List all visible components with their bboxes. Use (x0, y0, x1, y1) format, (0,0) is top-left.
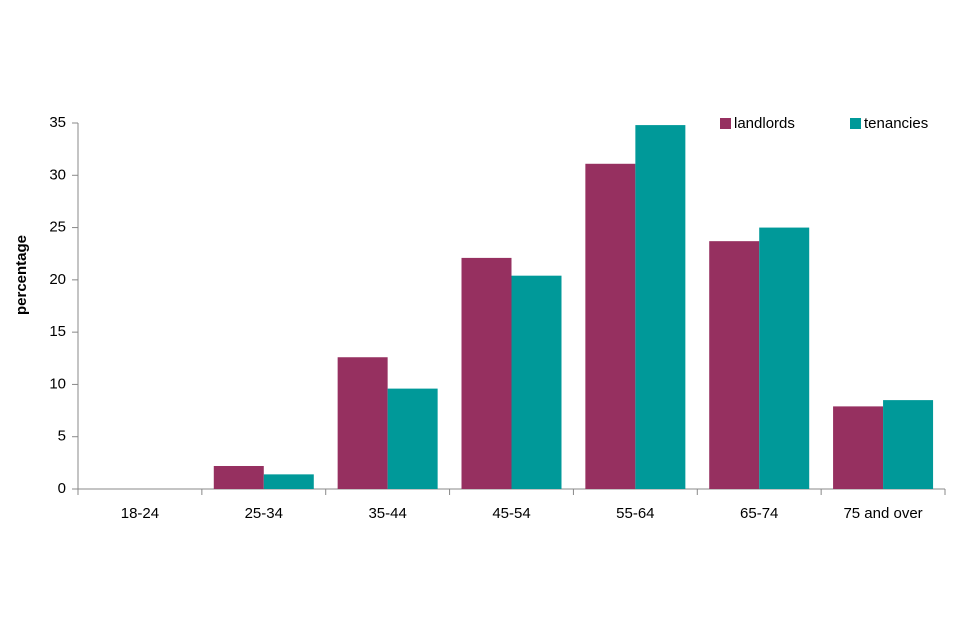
bar (213, 465, 264, 489)
bar (461, 257, 512, 489)
x-tick-label: 55-64 (616, 505, 654, 522)
y-tick-label: 20 (49, 271, 66, 288)
bar (635, 125, 686, 489)
bar (833, 406, 884, 489)
bar (511, 275, 562, 489)
x-tick-label: 35-44 (368, 505, 406, 522)
x-tick-label: 75 and over (843, 505, 922, 522)
x-tick-label: 65-74 (740, 505, 778, 522)
bar (585, 163, 636, 490)
bar (263, 474, 314, 489)
bar (387, 388, 438, 489)
y-tick-label: 30 (49, 166, 66, 183)
y-tick-label: 10 (49, 375, 66, 392)
bar (883, 400, 934, 489)
y-tick-label: 25 (49, 219, 66, 236)
x-tick-label: 25-34 (245, 505, 283, 522)
x-tick-label: 18-24 (121, 505, 159, 522)
y-tick-label: 0 (58, 480, 66, 497)
x-tick-label: 45-54 (492, 505, 530, 522)
legend-swatch (850, 118, 861, 129)
legend-swatch (720, 118, 731, 129)
y-tick-label: 15 (49, 323, 66, 340)
legend-label: tenancies (864, 115, 928, 132)
y-tick-label: 35 (49, 114, 66, 131)
bar (709, 241, 760, 489)
y-tick-label: 5 (58, 428, 66, 445)
bar (337, 357, 388, 489)
legend-label: landlords (734, 115, 795, 132)
y-axis-label: percentage (13, 235, 30, 315)
bar (759, 227, 810, 490)
